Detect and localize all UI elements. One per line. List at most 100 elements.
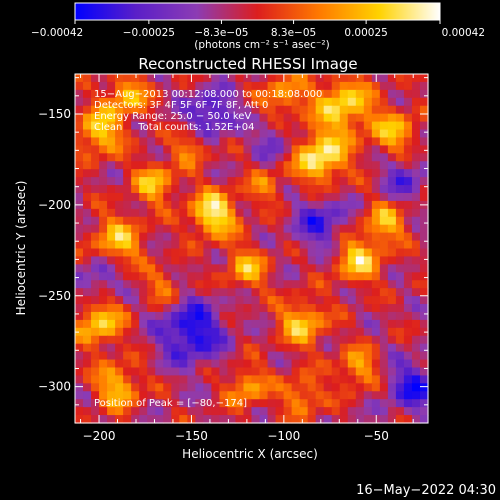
heatmap-cell — [195, 359, 204, 369]
heatmap-cell — [355, 391, 365, 400]
heatmap-cell — [235, 224, 245, 234]
heatmap-cell — [243, 224, 253, 234]
heatmap-cell — [395, 288, 405, 297]
heatmap-cell — [363, 359, 373, 369]
heatmap-cell — [291, 359, 301, 369]
heatmap-cell — [83, 327, 92, 337]
heatmap-cell — [275, 264, 285, 273]
heatmap-cell — [363, 185, 373, 194]
heatmap-cell — [307, 169, 317, 178]
heatmap-cell — [323, 415, 333, 424]
heatmap-cell — [227, 216, 237, 226]
heatmap-cell — [411, 359, 421, 369]
heatmap-cell — [315, 399, 325, 408]
heatmap-cell — [251, 192, 261, 202]
heatmap-cell — [227, 192, 237, 202]
heatmap-cell — [267, 224, 277, 234]
heatmap-cell — [347, 327, 357, 337]
heatmap-cell — [123, 296, 132, 305]
heatmap-cell — [331, 415, 341, 424]
heatmap-cell — [155, 359, 164, 369]
heatmap-cell — [323, 359, 333, 369]
heatmap-cell — [75, 216, 84, 226]
heatmap-cell — [379, 169, 389, 178]
heatmap-cell — [339, 391, 349, 400]
heatmap-cell — [347, 169, 357, 178]
heatmap-cell — [163, 288, 172, 297]
heatmap-cell — [75, 137, 84, 146]
heatmap-cell — [179, 264, 188, 273]
heatmap-cell — [195, 224, 204, 234]
heatmap-cell — [291, 248, 301, 258]
heatmap-cell — [139, 415, 148, 424]
heatmap-cell — [195, 105, 204, 115]
heatmap-cell — [179, 153, 188, 162]
heatmap-cell — [179, 311, 188, 321]
heatmap-cell — [299, 145, 309, 154]
heatmap-cell — [147, 407, 156, 416]
heatmap-cell — [99, 177, 108, 186]
heatmap-cell — [379, 264, 389, 273]
heatmap-cell — [419, 113, 429, 123]
heatmap-cell — [355, 335, 365, 345]
heatmap-cell — [115, 351, 124, 361]
heatmap-cell — [187, 272, 196, 281]
heatmap-cell — [403, 240, 413, 250]
heatmap-cell — [307, 399, 317, 408]
heatmap-cell — [179, 415, 188, 424]
heatmap-cell — [307, 192, 317, 202]
heatmap-cell — [259, 121, 269, 131]
heatmap-cell — [235, 383, 245, 392]
heatmap-cell — [411, 240, 421, 250]
heatmap-cell — [195, 216, 204, 226]
heatmap-cell — [147, 145, 156, 154]
heatmap-cell — [227, 105, 237, 115]
heatmap-cell — [147, 343, 156, 353]
heatmap-cell — [267, 335, 277, 345]
heatmap-cell — [331, 256, 341, 265]
heatmap-cell — [123, 272, 132, 281]
heatmap-cell — [147, 264, 156, 273]
heatmap-cell — [403, 153, 413, 162]
x-axis-label: Heliocentric X (arcsec) — [182, 447, 318, 461]
heatmap-cell — [331, 327, 341, 337]
heatmap-cell — [307, 97, 317, 107]
heatmap-cell — [227, 224, 237, 234]
y-tick-label: −200 — [38, 198, 71, 212]
heatmap-cell — [379, 145, 389, 154]
heatmap-cell — [339, 105, 349, 115]
heatmap-cell — [307, 304, 317, 313]
heatmap-cell — [323, 248, 333, 258]
heatmap-cell — [163, 319, 172, 329]
heatmap-cell — [219, 343, 229, 353]
heatmap-cell — [235, 264, 245, 273]
heatmap-cell — [195, 145, 204, 154]
heatmap-cell — [163, 74, 172, 83]
heatmap-cell — [299, 224, 309, 234]
heatmap-cell — [339, 161, 349, 170]
heatmap-cell — [243, 169, 253, 178]
heatmap-cell — [419, 224, 429, 234]
heatmap-cell — [259, 319, 269, 329]
heatmap-cell — [379, 311, 389, 321]
heatmap-cell — [355, 145, 365, 154]
heatmap-cell — [379, 129, 389, 139]
heatmap-cell — [403, 232, 413, 242]
heatmap-cell — [91, 327, 100, 337]
heatmap-cell — [411, 272, 421, 281]
heatmap-cell — [83, 391, 92, 400]
heatmap-cell — [251, 296, 261, 305]
heatmap-cell — [291, 216, 301, 226]
heatmap-cell — [163, 256, 172, 265]
heatmap-cell — [379, 288, 389, 297]
heatmap-cell — [387, 367, 397, 377]
heatmap-cell — [211, 407, 221, 416]
heatmap-cell — [147, 240, 156, 250]
heatmap-cell — [163, 367, 172, 377]
heatmap-cell — [323, 391, 333, 400]
heatmap-cell — [355, 169, 365, 178]
heatmap-cell — [83, 343, 92, 353]
heatmap-cell — [171, 129, 180, 139]
heatmap-cell — [419, 415, 429, 424]
heatmap-cell — [411, 129, 421, 139]
